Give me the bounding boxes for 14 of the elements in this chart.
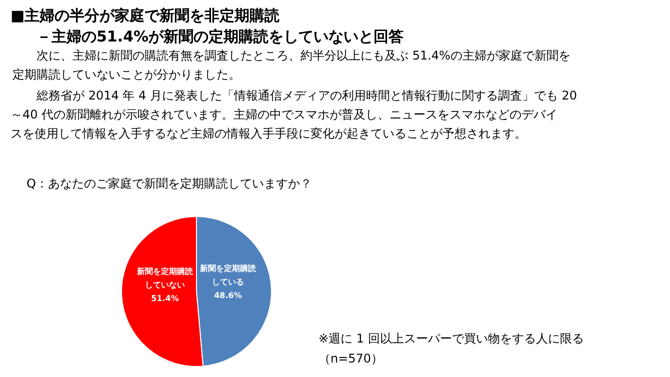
text: Q：あなたのご家庭で新聞を定期購読していますか？ <box>26 176 312 190</box>
text: 定期購読していないことが分かりました。 <box>12 68 240 82</box>
text: 総務省が 2014 年 4 月に発表した「情報通信メディアの利用時間と情報行動に関する調査」でも 20 <box>36 88 578 102</box>
text: （n=570） <box>318 352 384 366</box>
text: ※週に 1 回以上スーパーで買い物をする人に限る <box>318 332 584 346</box>
slice-label: 新聞を定期購読していない <box>136 266 194 290</box>
data-label: 48.6% <box>214 291 242 300</box>
chart-title: ■主婦の半分が家庭で新聞を非定期購読 <box>10 6 281 24</box>
text: 次に、主婦に新聞の購読有無を調査したところ、約半分以上にも及ぶ 51.4%の主婦が家庭で新聞を <box>36 48 570 62</box>
text: ～40 代の新聞離れが示唆されています。主婦の中でスマホが普及し、ニュースをスマホなどのデバイ <box>10 108 558 122</box>
slice-label: 新聞を定期購読している <box>198 263 257 287</box>
chart-subtitle: －主婦の51.4%が新聞の定期購読をしていないと回答 <box>36 28 404 46</box>
text: スを使用して情報を入手するなど主婦の情報入手手段に変化が起きていることが予想されます。 <box>10 126 526 140</box>
data-label: 51.4% <box>151 294 179 303</box>
